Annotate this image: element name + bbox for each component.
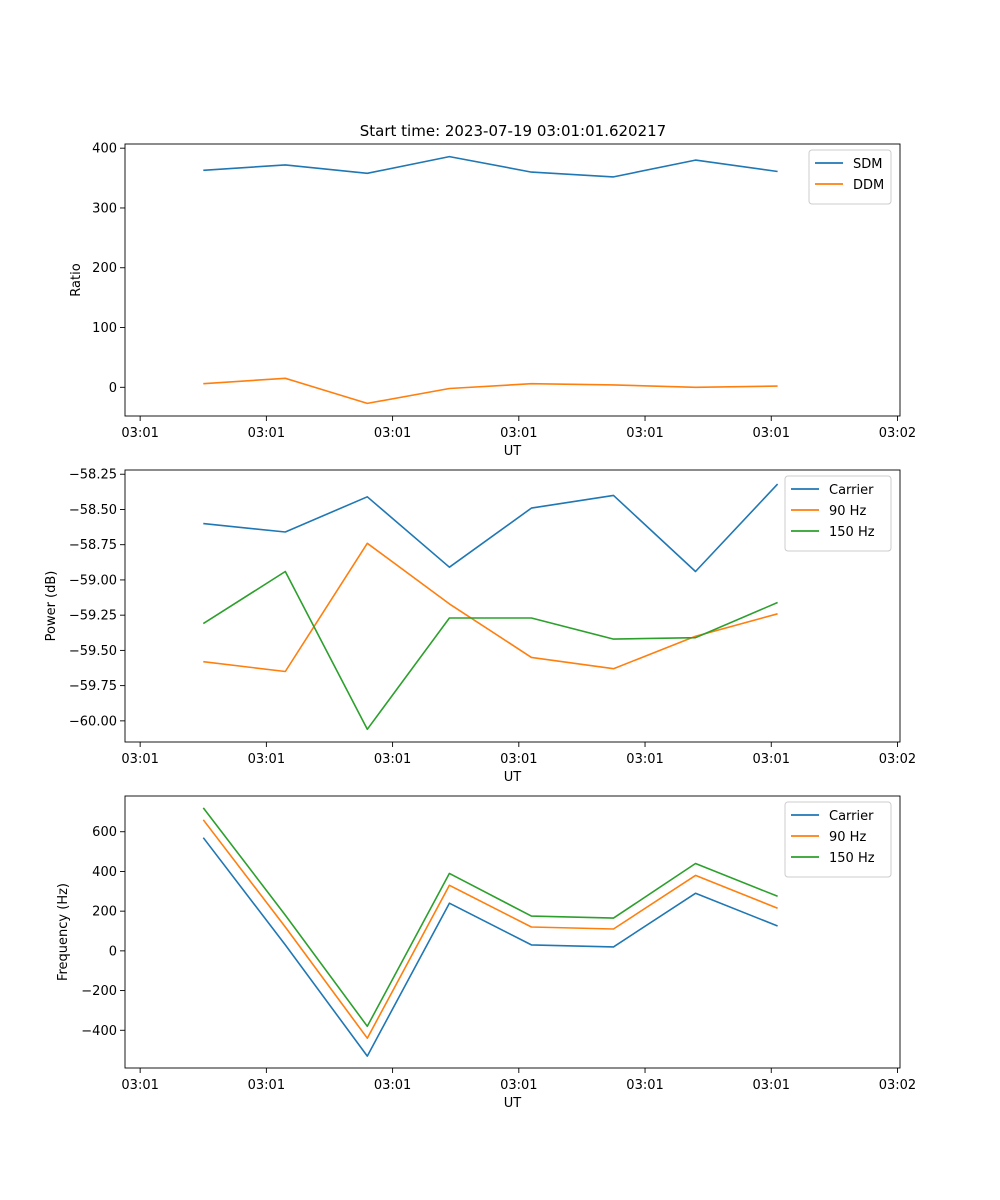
legend: Carrier 90 Hz 150 Hz bbox=[784, 475, 892, 552]
x-tick-label: 03:02 bbox=[879, 426, 916, 441]
x-tick-label: 03:02 bbox=[879, 1078, 916, 1093]
x-tick-label: 03:01 bbox=[753, 752, 790, 767]
y-tick-label: 0 bbox=[109, 944, 117, 959]
series-line-150-hz bbox=[202, 570, 778, 731]
series-line-sdm bbox=[203, 155, 778, 178]
x-tick-label: 03:01 bbox=[374, 426, 411, 441]
series-line-90-hz bbox=[203, 542, 778, 673]
y-tick-label: −59.75 bbox=[69, 679, 117, 694]
y-tick-label: 300 bbox=[92, 201, 117, 216]
y-tick-label: −60.00 bbox=[69, 714, 117, 729]
y-axis-label: Frequency (Hz) bbox=[56, 883, 71, 981]
y-axis-label: Ratio bbox=[69, 263, 84, 296]
y-tick-label: −59.25 bbox=[69, 609, 117, 624]
x-axis-label: UT bbox=[504, 770, 522, 785]
chart-panel-3: 03:01 03:01 03:01 03:01 03:01 03:01 03:02 UT −40… bbox=[56, 795, 916, 1111]
x-tick-label: 03:01 bbox=[248, 1078, 285, 1093]
legend-label: 90 Hz bbox=[829, 504, 866, 519]
y-tick-label: 100 bbox=[92, 321, 117, 336]
series-line-90-hz bbox=[202, 819, 778, 1039]
legend-label: 150 Hz bbox=[829, 851, 875, 866]
y-tick-label: −58.75 bbox=[69, 538, 117, 553]
y-tick-label: −58.25 bbox=[69, 468, 117, 483]
legend-label: Carrier bbox=[829, 809, 874, 824]
x-tick-label: 03:01 bbox=[374, 1078, 411, 1093]
x-tick-label: 03:01 bbox=[121, 1078, 158, 1093]
y-tick-label: −59.00 bbox=[69, 573, 117, 588]
x-tick-label: 03:01 bbox=[121, 426, 158, 441]
figure-title: Start time: 2023-07-19 03:01:01.620217 bbox=[360, 122, 666, 140]
y-tick-label: −200 bbox=[81, 984, 117, 999]
legend-box bbox=[784, 475, 892, 552]
legend-label: SDM bbox=[853, 157, 882, 172]
series-line-carrier bbox=[203, 483, 779, 573]
legend: Carrier 90 Hz 150 Hz bbox=[784, 801, 892, 878]
chart-panel-2: 03:01 03:01 03:01 03:01 03:01 03:01 03:02 UT −60… bbox=[44, 468, 916, 785]
y-tick-label: 400 bbox=[92, 142, 117, 157]
y-tick-label: 600 bbox=[92, 825, 117, 840]
x-tick-label: 03:01 bbox=[626, 1078, 663, 1093]
y-tick-label: 200 bbox=[92, 261, 117, 276]
legend: SDM DDM bbox=[808, 149, 892, 205]
chart-panel-1: 03:01 03:01 03:01 03:01 03:01 03:01 03:02 UT 0 10… bbox=[69, 142, 916, 459]
panels: 03:01 03:01 03:01 03:01 03:01 03:01 03:02 UT 0 10… bbox=[44, 142, 916, 1111]
legend-label: Carrier bbox=[829, 483, 874, 498]
y-tick-label: 0 bbox=[109, 381, 117, 396]
x-tick-label: 03:01 bbox=[500, 426, 537, 441]
x-tick-label: 03:01 bbox=[374, 752, 411, 767]
y-tick-label: 400 bbox=[92, 865, 117, 880]
axes-frame bbox=[124, 143, 901, 417]
axes-frame bbox=[124, 469, 901, 743]
legend-box bbox=[784, 801, 892, 878]
x-tick-label: 03:01 bbox=[626, 426, 663, 441]
x-tick-label: 03:01 bbox=[248, 426, 285, 441]
series-line-150-hz bbox=[202, 807, 778, 1028]
x-axis-label: UT bbox=[504, 444, 522, 459]
y-axis-label: Power (dB) bbox=[44, 571, 59, 642]
x-tick-label: 03:01 bbox=[753, 426, 790, 441]
x-axis-label: UT bbox=[504, 1096, 522, 1111]
legend-label: DDM bbox=[853, 178, 884, 193]
x-tick-label: 03:01 bbox=[500, 1078, 537, 1093]
y-tick-label: −58.50 bbox=[69, 503, 117, 518]
series-line-ddm bbox=[203, 377, 778, 405]
series-line-carrier bbox=[202, 837, 778, 1057]
y-tick-label: 200 bbox=[92, 905, 117, 920]
x-tick-label: 03:01 bbox=[753, 1078, 790, 1093]
x-tick-label: 03:02 bbox=[879, 752, 916, 767]
y-tick-label: −400 bbox=[81, 1024, 117, 1039]
legend-label: 150 Hz bbox=[829, 525, 875, 540]
y-tick-label: −59.50 bbox=[69, 644, 117, 659]
x-tick-label: 03:01 bbox=[121, 752, 158, 767]
x-tick-label: 03:01 bbox=[500, 752, 537, 767]
axes-frame bbox=[124, 795, 901, 1069]
x-tick-label: 03:01 bbox=[248, 752, 285, 767]
x-tick-label: 03:01 bbox=[626, 752, 663, 767]
legend-label: 90 Hz bbox=[829, 830, 866, 845]
